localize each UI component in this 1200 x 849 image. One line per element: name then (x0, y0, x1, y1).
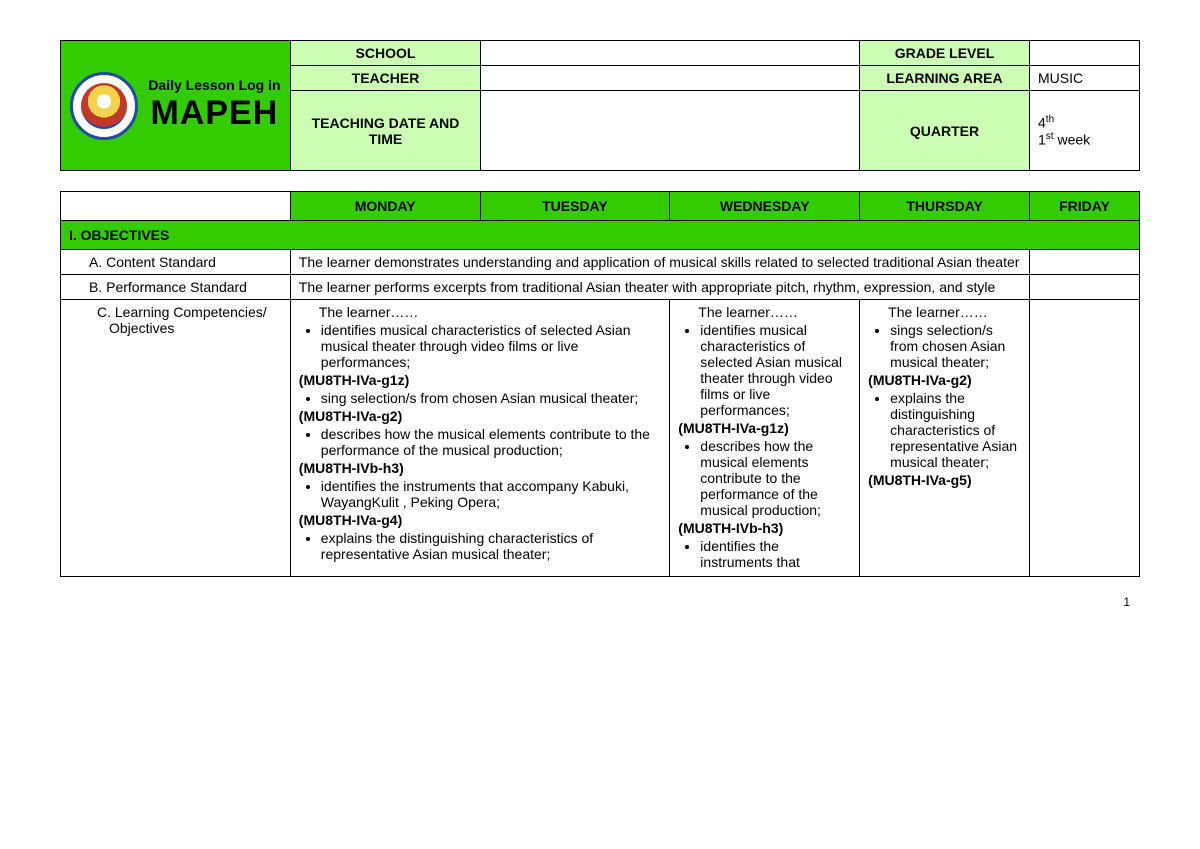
row-performance-standard: B. Performance Standard The learner perf… (61, 275, 1140, 300)
logo-cell: Daily Lesson Log in MAPEH (61, 41, 291, 171)
competencies-thu: The learner……sings selection/s from chos… (860, 300, 1030, 577)
dll-subtitle: Daily Lesson Log in (148, 78, 280, 93)
days-header-row: MONDAY TUESDAY WEDNESDAY THURSDAY FRIDAY (61, 192, 1140, 221)
page-number: 1 (60, 595, 1140, 609)
competencies-mon-tue: The learner……identifies musical characte… (290, 300, 670, 577)
label-school: SCHOOL (291, 41, 481, 66)
value-grade-level (1030, 41, 1140, 66)
day-wednesday: WEDNESDAY (670, 192, 860, 221)
value-teacher (481, 66, 860, 91)
main-table: MONDAY TUESDAY WEDNESDAY THURSDAY FRIDAY… (60, 191, 1140, 577)
value-teaching-date (481, 91, 860, 171)
label-content-standard: A. Content Standard (61, 250, 291, 275)
row-competencies: C. Learning Competencies/ Objectives The… (61, 300, 1140, 577)
dll-title: MAPEH (148, 94, 280, 133)
label-teacher: TEACHER (291, 66, 481, 91)
label-quarter: QUARTER (860, 91, 1030, 171)
dll-title-block: Daily Lesson Log in MAPEH (148, 78, 280, 132)
competencies-fri (1030, 300, 1140, 577)
label-teaching-date: TEACHING DATE AND TIME (291, 91, 481, 171)
competencies-wed: The learner……identifies musical characte… (670, 300, 860, 577)
text-performance-standard: The learner performs excerpts from tradi… (290, 275, 1029, 300)
friday-content-standard (1030, 250, 1140, 275)
header-table: Daily Lesson Log in MAPEH SCHOOL GRADE L… (60, 40, 1140, 171)
day-tuesday: TUESDAY (480, 192, 670, 221)
day-friday: FRIDAY (1030, 192, 1140, 221)
objectives-header: I. OBJECTIVES (61, 221, 1140, 250)
value-school (481, 41, 860, 66)
label-grade-level: GRADE LEVEL (860, 41, 1030, 66)
row-content-standard: A. Content Standard The learner demonstr… (61, 250, 1140, 275)
text-content-standard: The learner demonstrates understanding a… (290, 250, 1029, 275)
day-monday: MONDAY (290, 192, 480, 221)
label-performance-standard: B. Performance Standard (61, 275, 291, 300)
value-learning-area: MUSIC (1030, 66, 1140, 91)
value-quarter: 4th1st week (1030, 91, 1140, 171)
label-learning-area: LEARNING AREA (860, 66, 1030, 91)
deped-seal-icon (70, 72, 138, 140)
label-competencies: C. Learning Competencies/ Objectives (61, 300, 291, 577)
day-thursday: THURSDAY (860, 192, 1030, 221)
friday-performance-standard (1030, 275, 1140, 300)
